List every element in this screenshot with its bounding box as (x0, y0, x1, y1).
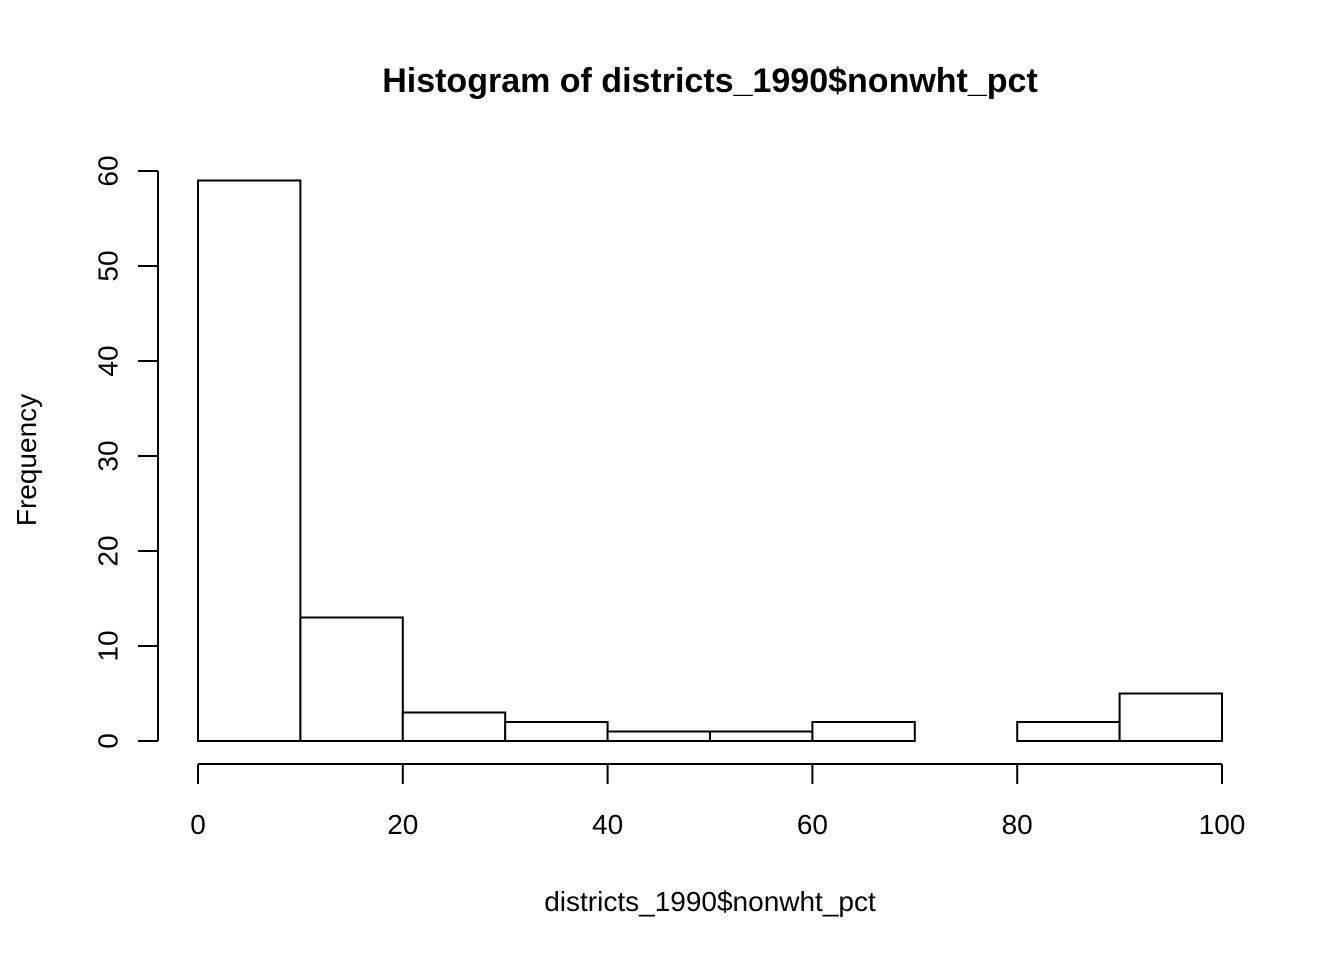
histogram-bar-2 (401, 711, 507, 742)
chart-title: Histogram of districts_1990$nonwht_pct (382, 62, 1038, 100)
y-tick-label-4: 40 (92, 345, 123, 376)
histogram-bar-3 (504, 721, 609, 742)
histogram-bars (197, 179, 1223, 742)
histogram-bar-6 (811, 721, 916, 742)
x-tick-label-4: 80 (1002, 809, 1033, 840)
y-axis-label: Frequency (11, 394, 42, 526)
x-axis-label: districts_1990$nonwht_pct (544, 886, 876, 917)
y-axis: 0 10 20 30 40 50 60 (92, 155, 159, 749)
y-tick-label-5: 50 (92, 250, 123, 281)
y-tick-label-3: 30 (92, 440, 123, 471)
histogram-bar-8 (1016, 721, 1121, 742)
histogram-bar-9 (1118, 692, 1223, 742)
y-tick-label-0: 0 (92, 733, 123, 749)
y-tick-label-2: 20 (92, 535, 123, 566)
x-axis: 0 20 40 60 80 100 (190, 763, 1246, 840)
x-tick-label-3: 60 (797, 809, 828, 840)
x-tick-label-1: 20 (387, 809, 418, 840)
x-tick-label-5: 100 (1199, 809, 1246, 840)
y-tick-label-6: 60 (92, 155, 123, 186)
x-tick-label-0: 0 (190, 809, 206, 840)
y-tick-label-1: 10 (92, 630, 123, 661)
histogram-bar-5 (709, 730, 814, 742)
x-tick-label-2: 40 (592, 809, 623, 840)
histogram-bar-1 (299, 616, 404, 742)
histogram-bar-0 (197, 179, 302, 742)
histogram-bar-4 (606, 730, 711, 742)
